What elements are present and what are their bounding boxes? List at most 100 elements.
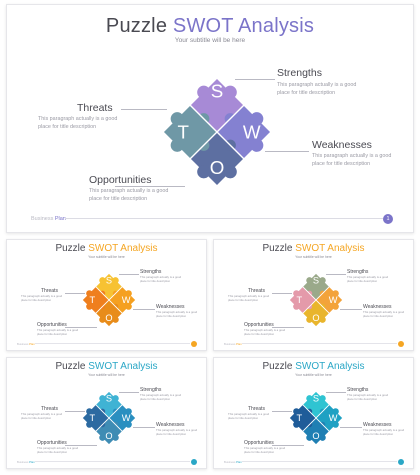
slide-subtitle: Your subtitle will be here [295,255,332,259]
letter-t: T [90,295,96,305]
footer-brand: Business Plan [17,460,35,464]
letter-t: T [297,413,303,423]
label-opportunities: Opportunities [244,440,274,446]
slide-thumbnail-1[interactable]: Puzzle SWOT Analysis Your subtitle will … [6,239,207,351]
leader-line-threats [272,411,292,412]
label-strengths: Strengths [347,387,369,393]
desc-opportunities: This paragraph actually is a good place … [37,446,79,454]
letter-s: S [313,393,319,403]
footer-divider [35,461,190,462]
desc-weaknesses: This paragraph actually is a good place … [156,310,198,318]
desc-opportunities: This paragraph actually is a good place … [37,328,79,336]
leader-line-threats [65,293,85,294]
title-accent: SWOT Analysis [295,243,365,254]
label-weaknesses: Weaknesses [156,422,185,428]
leader-line-weaknesses [340,309,362,310]
slide-subtitle: Your subtitle will be here [88,373,125,377]
slide-title: Puzzle SWOT Analysis [214,243,413,254]
desc-strengths: This paragraph actually is a good place … [347,275,389,283]
label-strengths: Strengths [140,269,162,275]
desc-weaknesses: This paragraph actually is a good place … [312,153,392,167]
label-weaknesses: Weaknesses [363,422,392,428]
desc-weaknesses: This paragraph actually is a good place … [363,310,405,318]
page-number-badge [398,341,404,347]
label-opportunities: Opportunities [37,322,67,328]
footer-plain: Business [224,342,236,346]
title-accent: SWOT Analysis [88,243,158,254]
label-weaknesses: Weaknesses [363,304,392,310]
footer-brand: Business Plan [224,460,242,464]
label-threats: Threats [248,406,265,412]
desc-threats: This paragraph actually is a good place … [38,116,118,130]
footer-accent: Plan [29,342,35,346]
label-strengths: Strengths [140,387,162,393]
title-accent: SWOT Analysis [88,361,158,372]
letter-o: O [105,431,112,441]
label-weaknesses: Weaknesses [312,139,372,151]
label-threats: Threats [41,406,58,412]
main-slide[interactable]: Puzzle SWOT Analysis Your subtitle will … [6,4,414,233]
leader-line-strengths [235,79,275,80]
footer-accent: Plan [236,342,242,346]
slide-subtitle: Your subtitle will be here [174,37,246,44]
letter-s: S [211,80,224,101]
label-opportunities: Opportunities [89,174,152,186]
leader-line-threats [272,293,292,294]
footer-brand: Business Plan [17,342,35,346]
letter-w: W [329,413,338,423]
swot-puzzle: S W O T [289,391,343,445]
slide-title: Puzzle SWOT Analysis [7,361,206,372]
footer-accent: Plan [54,216,66,222]
leader-line-threats [121,109,167,110]
desc-strengths: This paragraph actually is a good place … [347,393,389,401]
label-threats: Threats [248,288,265,294]
slide-subtitle: Your subtitle will be here [88,255,125,259]
label-strengths: Strengths [347,269,369,275]
slide-title: Puzzle SWOT Analysis [7,15,413,38]
letter-s: S [106,275,112,285]
label-weaknesses: Weaknesses [156,304,185,310]
leader-line-weaknesses [133,309,155,310]
title-plain: Puzzle [262,243,293,254]
title-plain: Puzzle [262,361,293,372]
leader-line-weaknesses [340,427,362,428]
desc-threats: This paragraph actually is a good place … [21,412,63,420]
desc-strengths: This paragraph actually is a good place … [140,393,182,401]
desc-weaknesses: This paragraph actually is a good place … [363,428,405,436]
slide-title: Puzzle SWOT Analysis [214,361,413,372]
swot-puzzle: S W O T [82,391,136,445]
label-threats: Threats [77,102,113,114]
slide-thumbnail-2[interactable]: Puzzle SWOT Analysis Your subtitle will … [213,239,414,351]
footer-plain: Business [224,460,236,464]
footer-divider [242,461,397,462]
letter-o: O [312,313,319,323]
letter-o: O [312,431,319,441]
swot-puzzle: S W O T [163,78,271,186]
letter-t: T [297,295,303,305]
slide-thumbnail-4[interactable]: Puzzle SWOT Analysis Your subtitle will … [213,357,414,469]
leader-line-opportunities [65,327,97,328]
leader-line-strengths [326,274,346,275]
leader-line-weaknesses [265,151,309,152]
letter-s: S [313,275,319,285]
leader-line-threats [65,411,85,412]
title-plain: Puzzle [55,243,86,254]
slide-thumbnail-3[interactable]: Puzzle SWOT Analysis Your subtitle will … [6,357,207,469]
leader-line-strengths [119,392,139,393]
title-plain: Puzzle [105,15,168,37]
desc-strengths: This paragraph actually is a good place … [140,275,182,283]
page-number-badge [398,459,404,465]
leader-line-opportunities [65,445,97,446]
desc-strengths: This paragraph actually is a good place … [277,82,357,96]
title-accent: SWOT Analysis [295,361,365,372]
letter-w: W [122,413,131,423]
desc-threats: This paragraph actually is a good place … [228,412,270,420]
desc-opportunities: This paragraph actually is a good place … [244,328,286,336]
desc-opportunities: This paragraph actually is a good place … [89,188,169,202]
footer-divider [65,218,383,219]
letter-t: T [178,122,190,143]
leader-line-strengths [119,274,139,275]
footer-accent: Plan [29,460,35,464]
title-plain: Puzzle [55,361,86,372]
leader-line-weaknesses [133,427,155,428]
